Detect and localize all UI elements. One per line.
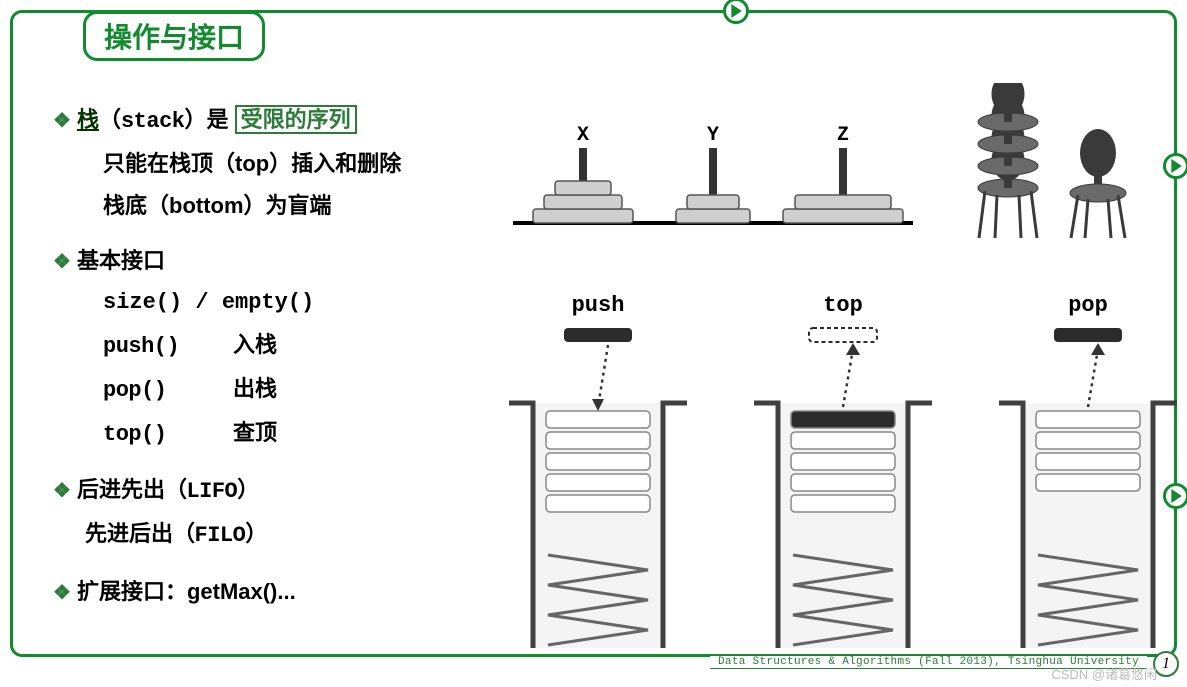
diamond-icon: ❖ [53, 574, 71, 612]
slide-title: 操作与接口 [83, 11, 265, 61]
stack-diagrams: push top pop [503, 293, 1183, 663]
b2-s1: size() / empty() [103, 282, 493, 324]
b2-s3: pop()出栈 [103, 368, 493, 412]
b3-sub: 先进后出（FILO） [85, 513, 493, 557]
stack-push: push [503, 293, 693, 663]
nav-top-button[interactable] [723, 0, 749, 24]
b1-term: 栈 [77, 107, 99, 132]
stack-label: pop [993, 293, 1183, 318]
stack-pop: pop [993, 293, 1183, 663]
svg-text:Y: Y [707, 124, 719, 147]
diamond-icon: ❖ [53, 472, 71, 510]
diamond-icon: ❖ [53, 102, 71, 140]
chairs-illustration [953, 83, 1153, 243]
stack-label: push [503, 293, 693, 318]
b4: 扩展接口：getMax()... [77, 571, 296, 613]
svg-text:Z: Z [837, 124, 849, 147]
diamond-icon: ❖ [53, 243, 71, 281]
stack-top: top [748, 293, 938, 663]
b2-s2: push()入栈 [103, 324, 493, 368]
b1-pc: ）是 [184, 107, 228, 132]
b1-boxed: 受限的序列 [235, 105, 357, 134]
b2: 基本接口 [77, 240, 165, 282]
stack-label: top [748, 293, 938, 318]
content-column: ❖ 栈（stack）是 受限的序列 只能在栈顶（top）插入和删除 栈底（bot… [53, 93, 493, 613]
b1-code: stack [121, 109, 185, 134]
slide-border: 操作与接口 ❖ 栈（stack）是 受限的序列 只能在栈顶（top）插入和删除 … [10, 10, 1177, 657]
nav-right-button-1[interactable] [1163, 153, 1187, 179]
b2-s4: top()查顶 [103, 412, 493, 456]
bullet-2: ❖ 基本接口 [53, 240, 493, 282]
b1-sub1: 只能在栈顶（top）插入和删除 [103, 143, 493, 185]
bullet-1: ❖ 栈（stack）是 受限的序列 [53, 99, 493, 143]
svg-text:X: X [577, 124, 589, 147]
b1-sub2: 栈底（bottom）为盲端 [103, 185, 493, 227]
title-text: 操作与接口 [104, 22, 244, 53]
watermark: CSDN @诸葛悠闲 [1051, 664, 1157, 683]
hanoi-diagram: X Y Z [503, 108, 923, 238]
bullet-4: ❖ 扩展接口：getMax()... [53, 571, 493, 613]
b1-po: （ [99, 107, 121, 132]
bullet-3: ❖ 后进先出（LIFO） [53, 469, 493, 513]
